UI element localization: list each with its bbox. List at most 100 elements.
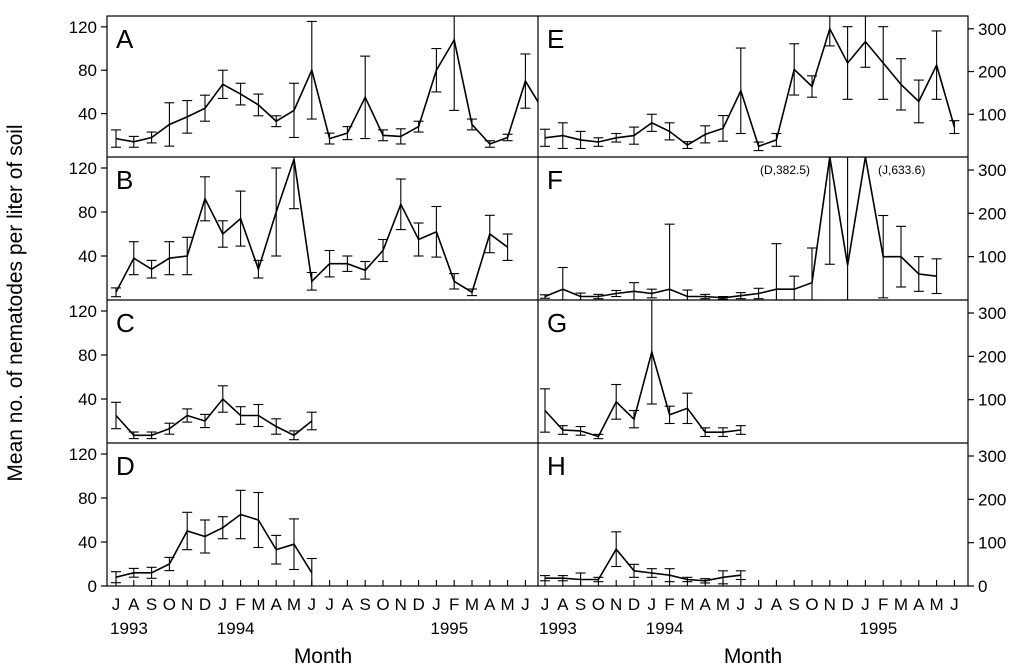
- y-tick-label: 300: [978, 20, 1006, 39]
- y-tick-label: 120: [69, 18, 97, 37]
- series-line: [544, 26, 956, 148]
- panel-label-f: F: [547, 165, 563, 195]
- x-tick-label: O: [163, 595, 176, 614]
- x-tick-label: A: [771, 595, 783, 614]
- year-label: 1995: [430, 619, 468, 638]
- axes-frame: [106, 15, 969, 587]
- y-tick-label: 100: [978, 534, 1006, 553]
- panel-c: C 40 80 120: [69, 302, 317, 441]
- series-group: [111, 489, 317, 586]
- x-tick-label: A: [557, 595, 569, 614]
- annotation-j: (J,633.6): [878, 163, 925, 177]
- series-line: [115, 397, 313, 437]
- x-tick-label: M: [930, 595, 944, 614]
- x-axis-title-right: Month: [724, 645, 782, 668]
- y-tick-label: 200: [978, 63, 1006, 82]
- panel-label-g: G: [547, 308, 567, 338]
- panels: A 40 80 120 B 40 80 120 C 40 80 120 D 0 40 80 120 E 100 200…: [69, 16, 1006, 596]
- y-tick-label: 100: [978, 248, 1006, 267]
- x-tick-label: J: [432, 595, 441, 614]
- y-tick-label: 40: [78, 247, 97, 266]
- year-label: 1994: [217, 619, 255, 638]
- panel-g: G 100 200 300: [540, 300, 1006, 440]
- year-label: 1993: [539, 619, 577, 638]
- x-tick-label: A: [700, 595, 712, 614]
- panel-label-e: E: [547, 24, 564, 54]
- series-group: [111, 385, 317, 441]
- x-tick-label: J: [754, 595, 763, 614]
- panel-f: F 100 200 300: [540, 157, 1006, 300]
- x-tick-label: J: [308, 595, 317, 614]
- x-tick-label: J: [219, 595, 228, 614]
- x-tick-label: N: [610, 595, 622, 614]
- x-tick-label: D: [412, 595, 424, 614]
- series-group: [111, 16, 538, 148]
- year-label: 1993: [110, 619, 148, 638]
- y-tick-label: 80: [78, 61, 97, 80]
- annotation-d: (D,382.5): [760, 163, 810, 177]
- x-tick-label: J: [541, 595, 550, 614]
- x-tick-label: N: [395, 595, 407, 614]
- series-line: [115, 37, 538, 145]
- x-tick-label: M: [251, 595, 265, 614]
- x-tick-label: J: [950, 595, 959, 614]
- panel-label-b: B: [116, 165, 133, 195]
- panel-h: H 0 100 200 300: [540, 447, 1006, 596]
- x-tick-label: O: [592, 595, 605, 614]
- x-tick-label: D: [199, 595, 211, 614]
- y-tick-label: 40: [78, 533, 97, 552]
- series-group: [540, 531, 746, 586]
- series-line: [544, 348, 741, 438]
- panel-f-annotations: (D,382.5) (J,633.6): [760, 163, 925, 177]
- y-tick-label: 120: [69, 159, 97, 178]
- x-tick-label: S: [146, 595, 157, 614]
- series-line: [545, 547, 741, 582]
- y-tick-label: 40: [78, 390, 97, 409]
- panel-d: D 0 40 80 120: [69, 445, 317, 596]
- y-tick-label: 0: [88, 577, 97, 596]
- x-tick-label: M: [680, 595, 694, 614]
- x-tick-label: F: [664, 595, 674, 614]
- x-tick-label: J: [737, 595, 746, 614]
- y-tick-label: 200: [978, 347, 1006, 366]
- x-tick-label: F: [449, 595, 459, 614]
- x-tick-label: M: [716, 595, 730, 614]
- panel-label-h: H: [547, 451, 566, 481]
- y-tick-label: 300: [978, 447, 1006, 466]
- x-tick-label: O: [805, 595, 818, 614]
- panel-label-a: A: [116, 24, 134, 54]
- x-tick-label: M: [287, 595, 301, 614]
- x-tick-label: J: [521, 595, 530, 614]
- y-tick-label: 80: [78, 203, 97, 222]
- panel-label-d: D: [116, 451, 135, 481]
- x-tick-label: A: [484, 595, 496, 614]
- y-tick-label: 120: [69, 445, 97, 464]
- x-tick-label: O: [376, 595, 389, 614]
- series-group: [540, 16, 960, 152]
- x-tick-label: A: [271, 595, 283, 614]
- y-tick-label: 40: [78, 105, 97, 124]
- y-tick-label: 100: [978, 391, 1006, 410]
- series-line: [115, 513, 313, 578]
- x-tick-label: J: [112, 595, 121, 614]
- y-tick-label: 0: [978, 577, 987, 596]
- series-group: [111, 157, 513, 298]
- y-tick-label: 200: [978, 204, 1006, 223]
- x-tick-label: A: [913, 595, 925, 614]
- panel-b: B 40 80 120: [69, 157, 513, 298]
- panel-e: E 100 200 300: [540, 16, 1006, 152]
- series-line: [115, 158, 509, 294]
- x-tick-label: N: [181, 595, 193, 614]
- y-axis-title: Mean no. of nematodes per liter of soil: [4, 124, 27, 481]
- series-line: [544, 157, 937, 299]
- year-label: 1995: [859, 619, 897, 638]
- y-tick-label: 80: [78, 489, 97, 508]
- y-tick-label: 300: [978, 304, 1006, 323]
- x-tick-label: J: [861, 595, 870, 614]
- x-tick-label: S: [789, 595, 800, 614]
- panel-label-c: C: [116, 308, 135, 338]
- x-tick-label: N: [824, 595, 836, 614]
- panel-a: A 40 80 120: [69, 16, 538, 148]
